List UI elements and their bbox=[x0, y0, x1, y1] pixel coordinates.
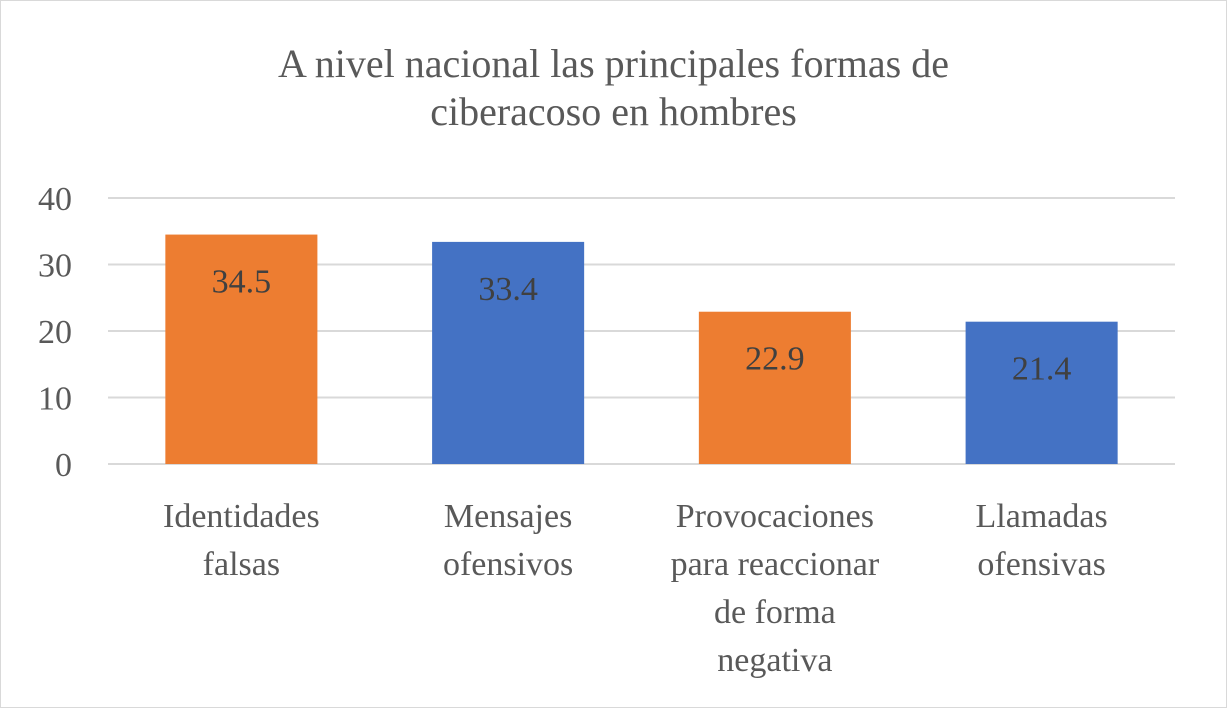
y-tick-label-20: 20 bbox=[38, 314, 72, 351]
data-label-2: 33.4 bbox=[478, 271, 538, 308]
chart-title: A nivel nacional las principales formas … bbox=[0, 40, 1227, 136]
y-tick-label-30: 30 bbox=[38, 248, 72, 285]
x-category-label-2-line-2: ofensivos bbox=[443, 546, 573, 583]
data-label-3: 22.9 bbox=[745, 341, 805, 378]
x-category-label-3-line-4: negativa bbox=[717, 642, 832, 679]
chart-title-line-2: ciberacoso en hombres bbox=[430, 89, 797, 134]
data-labels: 34.5 33.4 22.9 21.4 bbox=[212, 264, 1072, 388]
y-tick-label-40: 40 bbox=[38, 181, 72, 218]
x-category-label-1-line-2: falsas bbox=[203, 546, 280, 583]
y-tick-label-0: 0 bbox=[55, 447, 72, 484]
x-category-label-3-line-3: de forma bbox=[714, 594, 836, 631]
bar-1 bbox=[165, 234, 318, 464]
x-category-label-3-line-2: para reaccionar bbox=[671, 546, 880, 583]
bars bbox=[165, 234, 1118, 464]
data-label-1: 34.5 bbox=[212, 264, 272, 301]
bar-2 bbox=[432, 241, 585, 464]
x-category-label-3-line-1: Provocaciones bbox=[676, 498, 874, 535]
bar-3 bbox=[698, 311, 851, 464]
x-category-label-1-line-1: Identidades bbox=[163, 498, 320, 535]
data-label-4: 21.4 bbox=[1012, 351, 1072, 388]
y-tick-label-10: 10 bbox=[38, 381, 72, 418]
x-category-label-4-line-1: Llamadas bbox=[976, 498, 1108, 535]
bar-4 bbox=[965, 321, 1118, 464]
x-axis: Identidades falsas Mensajes ofensivos Provoc… bbox=[163, 498, 1108, 679]
chart-title-line-1: A nivel nacional las principales formas … bbox=[278, 41, 949, 86]
x-category-label-2-line-1: Mensajes bbox=[444, 498, 572, 535]
x-category-label-4-line-2: ofensivas bbox=[977, 546, 1105, 583]
y-axis: 0 10 20 30 40 bbox=[38, 181, 72, 484]
